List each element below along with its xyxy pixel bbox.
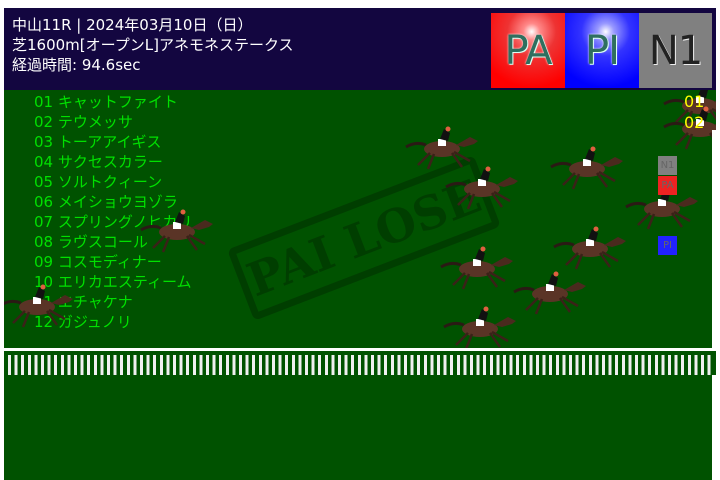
race-info: 中山11R | 2024年03月10日（日） 芝1600m[オープンL]アネモネ…: [12, 15, 294, 75]
leader-number: 01: [684, 92, 705, 111]
race-track: 01 キャットファイト 02 テウメッサ 03 トーアアイギス 04 サクセスカ…: [4, 90, 716, 480]
goal-post: [712, 375, 716, 480]
horse-sprite: [552, 225, 632, 273]
list-item: 08 ラヴスコール: [34, 233, 148, 251]
list-item: 01 キャットファイト: [34, 93, 178, 111]
list-item: 02 テウメッサ: [34, 113, 133, 131]
list-item: 11 エチャケナ: [34, 293, 133, 311]
horse-sprite: [4, 283, 79, 331]
leader-number: 02: [684, 113, 705, 132]
race-title: 中山11R | 2024年03月10日（日）: [12, 16, 253, 34]
pa-badge: PA: [658, 176, 677, 195]
n1-badge: N1: [658, 156, 677, 175]
elapsed-time: 経過時間: 94.6sec: [12, 56, 141, 74]
pa-logo: PA: [491, 13, 565, 88]
race-name: 芝1600m[オープンL]アネモネステークス: [12, 36, 294, 54]
horse-sprite: [442, 305, 522, 353]
horse-sprite: [549, 145, 629, 193]
race-header: 中山11R | 2024年03月10日（日） 芝1600m[オープンL]アネモネ…: [4, 8, 716, 90]
list-item: 12 ガジュノリ: [34, 313, 132, 331]
n1-logo: N1: [639, 13, 712, 88]
horse-sprite: [444, 165, 524, 213]
list-item: 09 コスモディナー: [34, 253, 162, 271]
goal-post: [712, 130, 716, 348]
pi-logo: PI: [565, 13, 639, 88]
list-item: 04 サクセスカラー: [34, 153, 163, 171]
fence: [8, 355, 712, 375]
pi-badge: PI: [658, 236, 677, 255]
horse-list: 01 キャットファイト 02 テウメッサ 03 トーアアイギス 04 サクセスカ…: [34, 92, 193, 332]
horse-sprite: [439, 245, 519, 293]
list-item: 03 トーアアイギス: [34, 133, 162, 151]
list-item: 05 ソルトクィーン: [34, 173, 163, 191]
list-item: 10 エリカエスティーム: [34, 273, 192, 291]
horse-sprite: [512, 270, 592, 318]
list-item: 06 メイショウヨゾラ: [34, 193, 178, 211]
inner-rail: [4, 348, 716, 351]
horse-sprite: [139, 208, 219, 256]
